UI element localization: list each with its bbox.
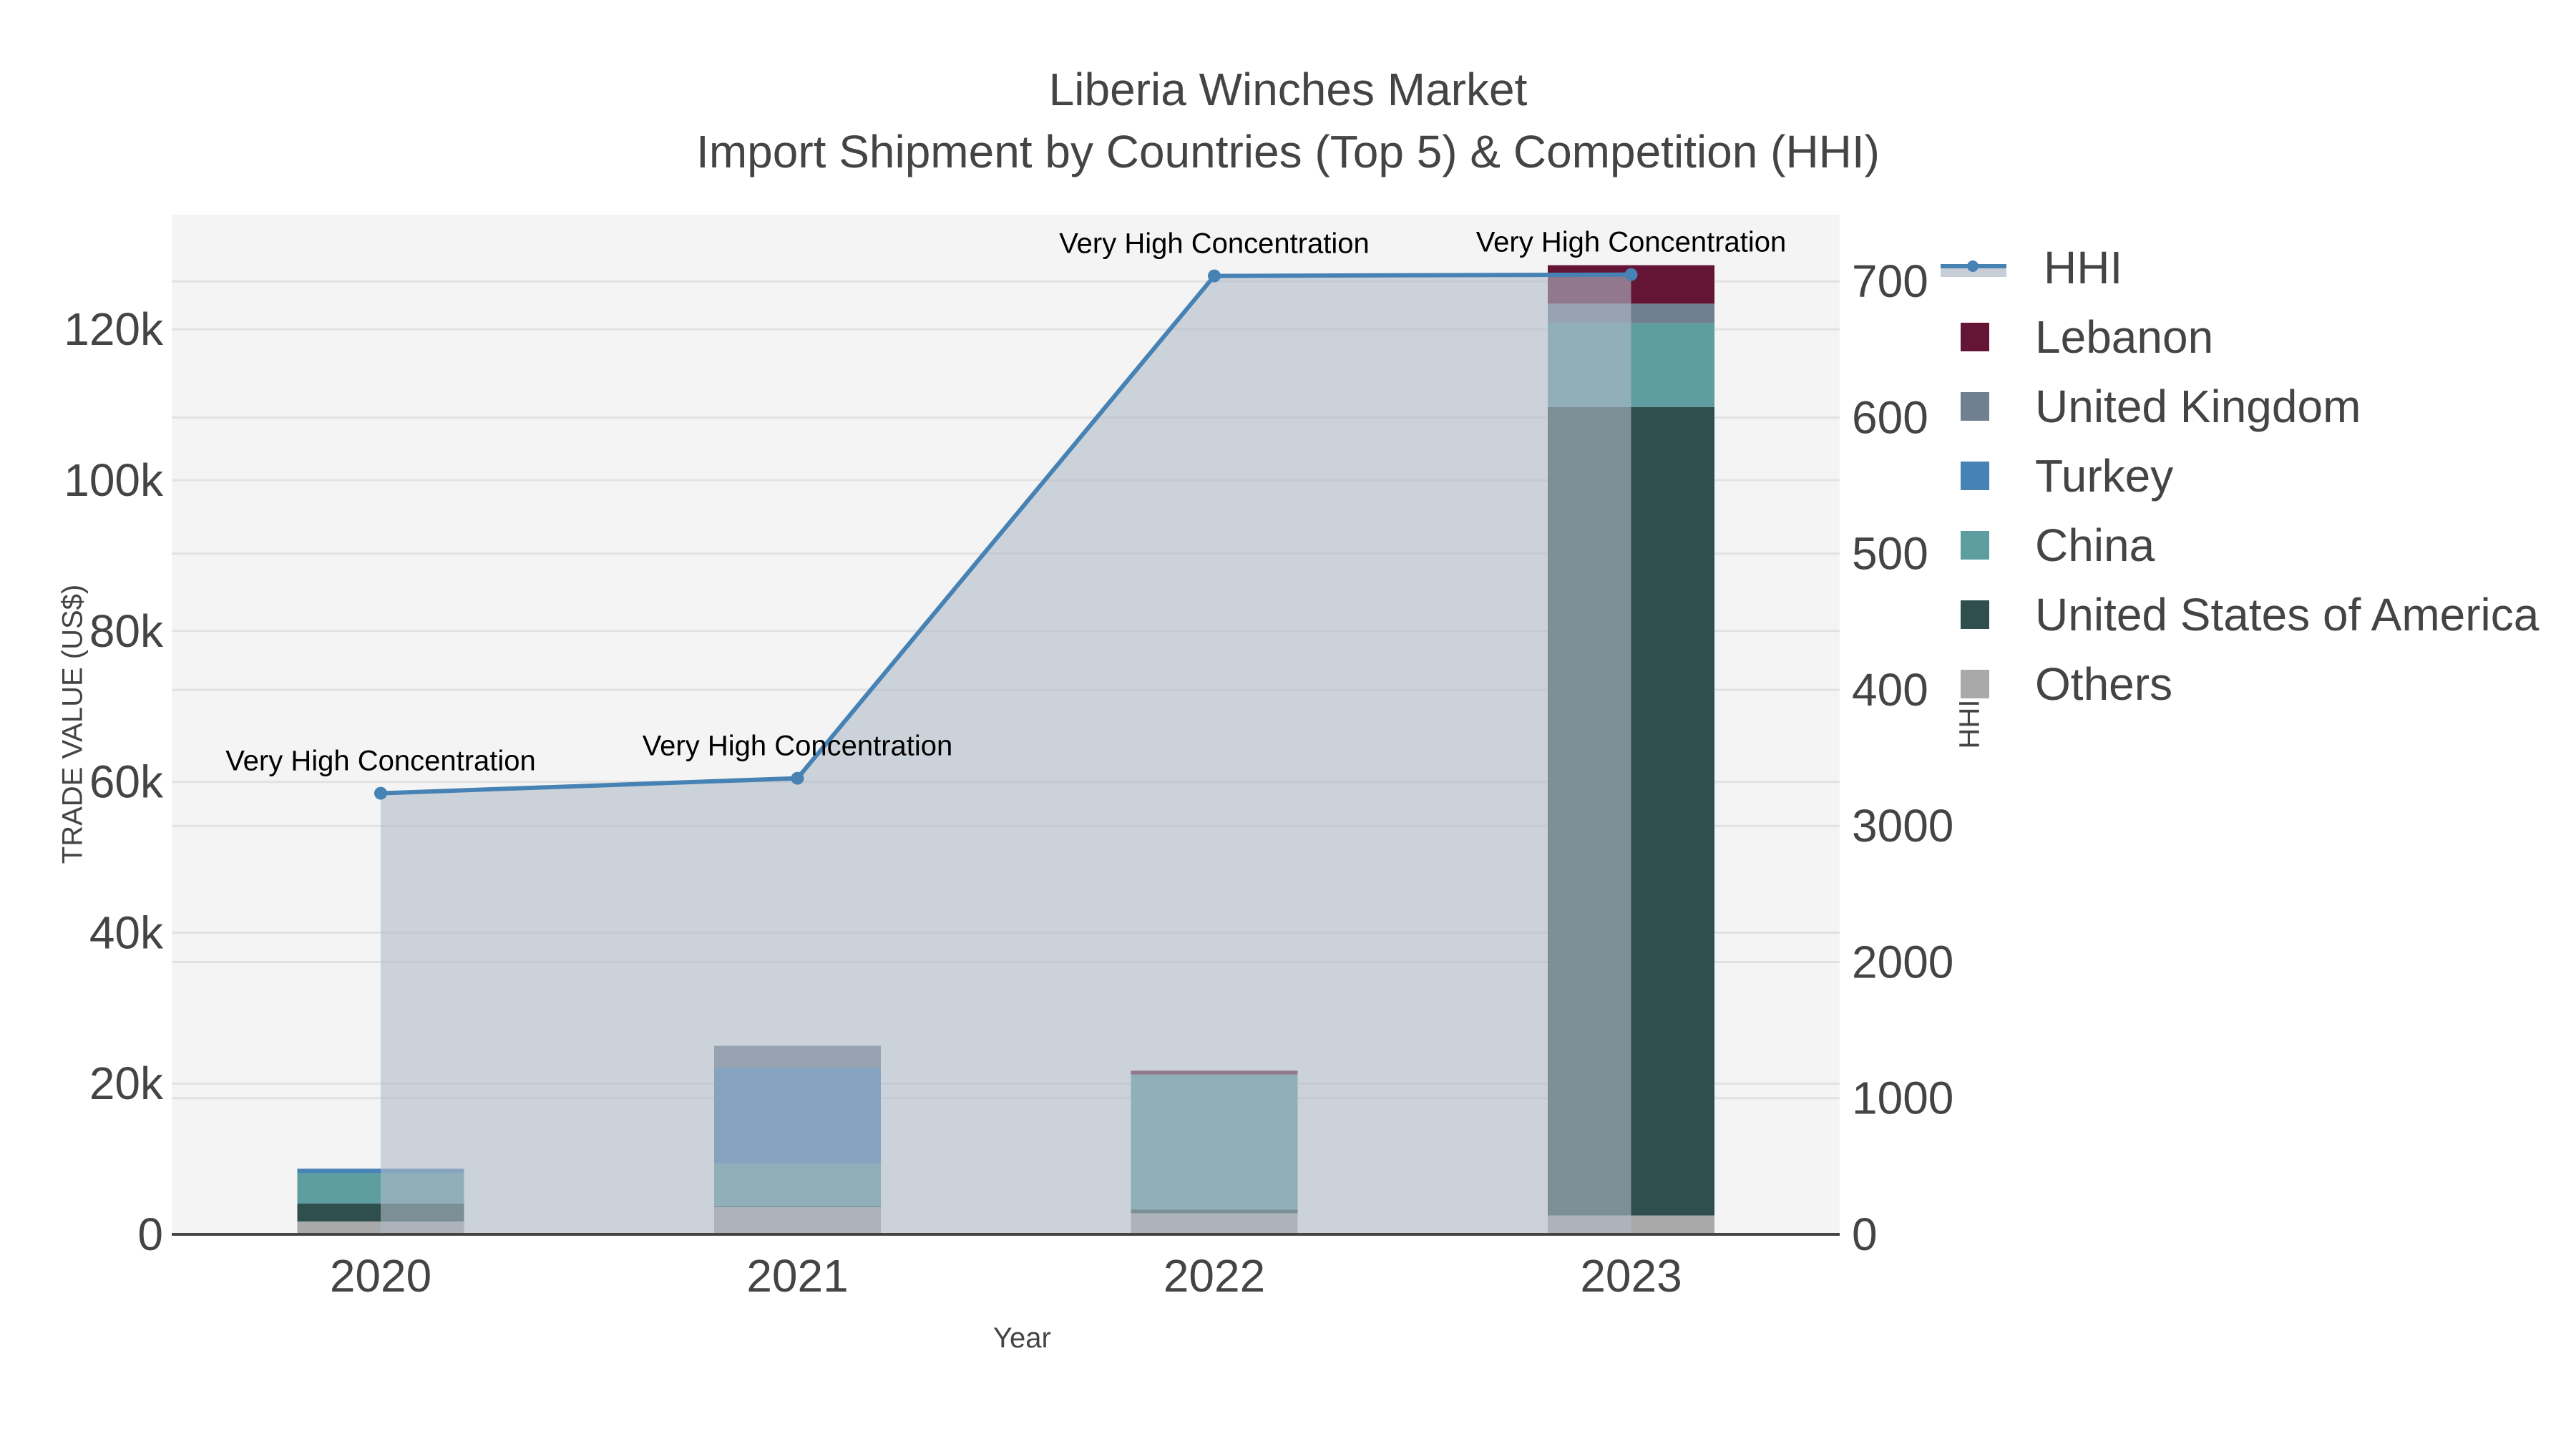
hhi-annotation: Very High Concentration [1059, 228, 1370, 260]
hhi-annotation: Very High Concentration [225, 746, 536, 777]
y-left-tick-label: 60k [89, 756, 164, 808]
y-left-tick-label: 120k [64, 303, 164, 355]
y-right-tick-label: 2000 [1852, 936, 1953, 987]
legend-item-china[interactable]: China [1932, 510, 2539, 580]
y-left-tick-label: 80k [89, 605, 164, 657]
hhi-point[interactable] [374, 786, 387, 800]
legend: HHI Lebanon United Kingdom Turkey China … [1932, 233, 2539, 718]
hhi-annotation: Very High Concentration [643, 731, 953, 762]
legend-label: Others [2035, 658, 2173, 710]
line-marker-icon [1941, 257, 2006, 278]
y-left-tick-label: 20k [89, 1058, 164, 1109]
legend-label: HHI [2044, 241, 2123, 293]
legend-item-turkey[interactable]: Turkey [1932, 441, 2539, 510]
chart-subtitle: Import Shipment by Countries (Top 5) & C… [696, 126, 1880, 177]
x-tick-label: 2020 [330, 1250, 431, 1302]
swatch-icon [1961, 600, 1989, 629]
hhi-point[interactable] [1208, 269, 1221, 283]
legend-item-others[interactable]: Others [1932, 649, 2539, 718]
hhi-area [381, 274, 1631, 1234]
legend-label: China [2035, 519, 2155, 571]
legend-item-hhi[interactable]: HHI [1932, 233, 2539, 302]
swatch-icon [1961, 322, 1989, 351]
legend-label: Lebanon [2035, 311, 2214, 363]
y-left-axis-title: TRADE VALUE (US$) [57, 584, 89, 864]
x-axis-title: Year [993, 1322, 1051, 1354]
hhi-annotation: Very High Concentration [1476, 227, 1787, 258]
swatch-icon [1961, 461, 1989, 490]
legend-label: United Kingdom [2035, 380, 2361, 432]
x-tick-label: 2021 [746, 1250, 848, 1302]
chart-title: Liberia Winches Market [1048, 64, 1528, 115]
y-right-tick-label: 1000 [1852, 1073, 1953, 1124]
y-right-tick-label: 3000 [1852, 800, 1953, 852]
hhi-line [380, 272, 1631, 796]
hhi-point[interactable] [791, 771, 804, 785]
swatch-icon [1961, 530, 1989, 560]
swatch-icon [1961, 391, 1989, 421]
legend-item-usa[interactable]: United States of America [1932, 580, 2539, 649]
y-right-tick-label: 400 [1852, 664, 1928, 716]
x-tick-label: 2022 [1163, 1250, 1265, 1302]
legend-label: Turkey [2035, 449, 2174, 502]
y-right-tick-label: 0 [1852, 1209, 1878, 1260]
x-tick-label: 2023 [1580, 1250, 1682, 1302]
y-left-tick-label: 100k [64, 454, 164, 506]
legend-label: United States of America [2035, 588, 2540, 640]
legend-item-lebanon[interactable]: Lebanon [1932, 302, 2539, 371]
y-left-tick-label: 40k [89, 907, 164, 958]
y-right-tick-label: 700 [1852, 255, 1928, 307]
hhi-point[interactable] [1624, 268, 1638, 281]
y-right-tick-label: 600 [1852, 391, 1928, 443]
swatch-icon [1961, 669, 1989, 698]
y-left-tick-label: 0 [137, 1209, 163, 1260]
y-right-tick-label: 500 [1852, 528, 1928, 580]
legend-item-united-kingdom[interactable]: United Kingdom [1932, 371, 2539, 441]
